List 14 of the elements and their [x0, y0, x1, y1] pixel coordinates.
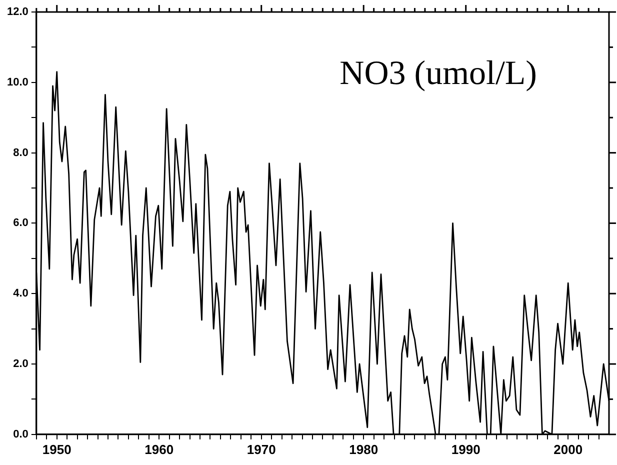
x-tick-label: 1980 — [349, 442, 378, 457]
y-tick-label: 6.0 — [13, 217, 28, 230]
y-tick-label: 2.0 — [13, 358, 28, 370]
y-tick-label: 10.0 — [6, 76, 28, 88]
y-tick-label: 0.0 — [13, 428, 28, 440]
y-tick-label: 12.0 — [6, 6, 28, 18]
y-tick-label: 8.0 — [13, 146, 28, 159]
x-tick-label: 1960 — [144, 442, 174, 457]
x-tick-label: 1990 — [451, 442, 480, 457]
y-tick-label: 4.0 — [13, 288, 28, 300]
x-tick-label: 2000 — [554, 442, 583, 457]
x-tick-label: 1950 — [42, 442, 72, 457]
x-tick-label: 1970 — [246, 442, 276, 457]
annotation: NO3 (umol/L) — [340, 54, 537, 92]
